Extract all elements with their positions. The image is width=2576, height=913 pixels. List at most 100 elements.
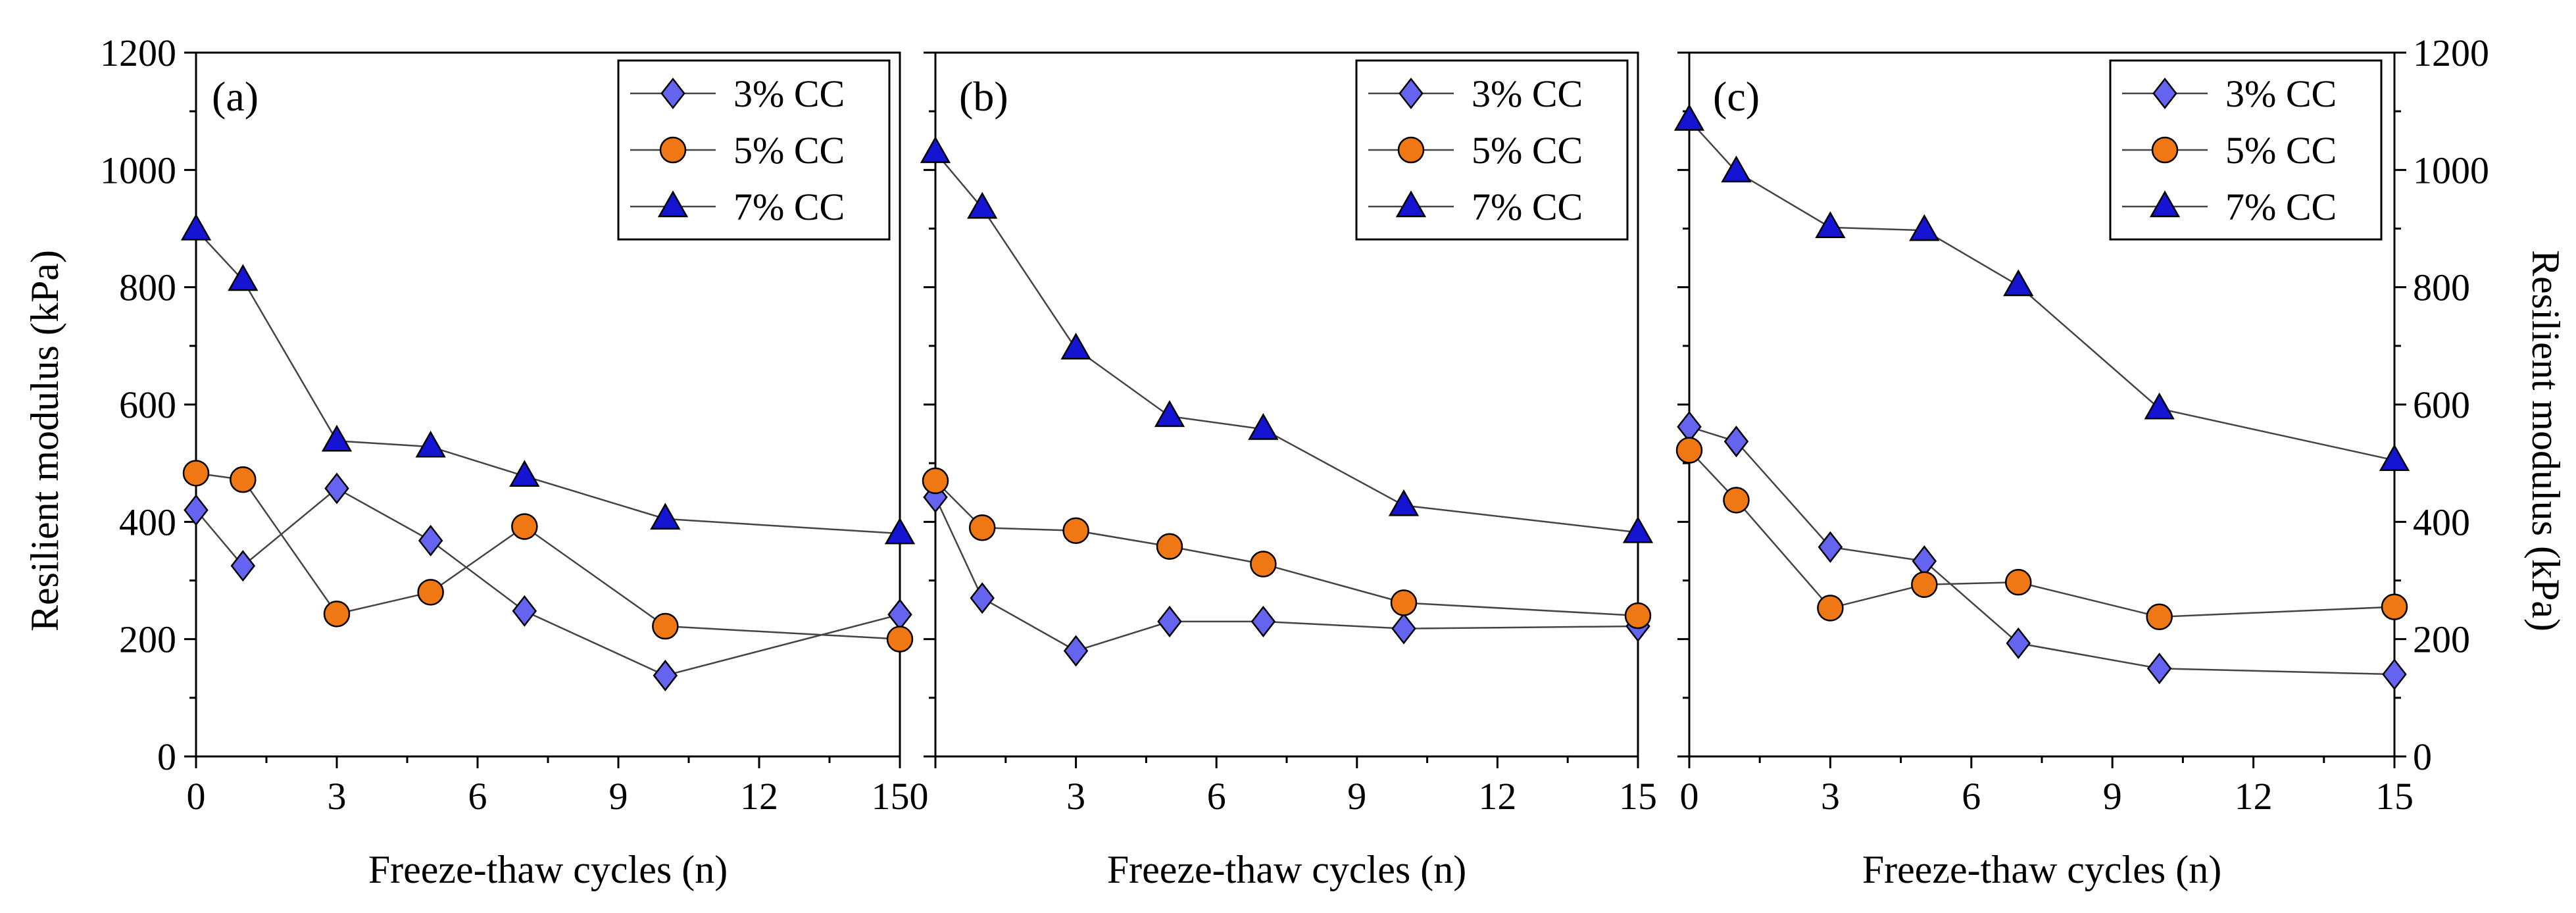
x-tick-label-a-15: 150 — [872, 775, 929, 818]
y-axis-title-right: Resilient modulus (kPa) — [2524, 250, 2567, 631]
legend-label-b-2: 5% CC — [1472, 129, 1583, 172]
data-point-b-circle-0 — [922, 467, 949, 495]
data-point-a-diamond-0 — [184, 494, 209, 526]
data-point-a-diamond-3 — [324, 472, 349, 505]
data-point-c-triangle-7 — [2003, 269, 2034, 297]
y-tick-label-a-200: 200 — [119, 618, 176, 661]
data-point-c-circle-10 — [2146, 603, 2173, 631]
data-point-b-circle-1 — [968, 514, 996, 541]
data-point-b-diamond-5 — [1157, 605, 1182, 637]
x-axis-title-a: Freeze-thaw cycles (n) — [368, 848, 728, 891]
y-right-tick-label-c-400: 400 — [2413, 501, 2470, 543]
y-tick-label-a-1000: 1000 — [100, 149, 176, 191]
series-line-a-3 — [195, 229, 901, 535]
data-point-c-circle-7 — [2005, 568, 2032, 596]
data-point-c-triangle-3 — [1815, 211, 1846, 238]
panel-label-c: (c) — [1713, 73, 1760, 120]
legend-marker-c-diamond — [2152, 77, 2177, 110]
data-point-a-circle-3 — [323, 601, 351, 628]
legend-label-a-3: 7% CC — [733, 185, 845, 228]
panel-label-b: (b) — [959, 73, 1008, 120]
legend-marker-c-triangle — [2149, 190, 2181, 218]
data-point-b-circle-7 — [1250, 551, 1277, 578]
x-tick-label-a-9: 9 — [609, 775, 628, 818]
y-right-tick-label-c-600: 600 — [2413, 383, 2470, 426]
x-axis-title-c: Freeze-thaw cycles (n) — [1862, 848, 2221, 891]
series-line-b-2 — [935, 480, 1639, 617]
data-point-b-diamond-7 — [1251, 605, 1276, 637]
data-point-b-triangle-15 — [1622, 516, 1654, 543]
data-point-b-triangle-7 — [1248, 412, 1279, 440]
data-point-c-diamond-15 — [2382, 658, 2407, 691]
legend-marker-b-circle — [1397, 136, 1425, 164]
y-tick-label-a-800: 800 — [119, 266, 176, 309]
data-point-c-circle-1 — [1723, 487, 1750, 514]
panel-label-a: (a) — [212, 73, 259, 120]
data-point-c-circle-15 — [2381, 593, 2408, 620]
x-tick-label-c-0: 0 — [1680, 775, 1699, 818]
data-point-a-triangle-1 — [228, 264, 259, 291]
y-right-tick-label-c-1200: 1200 — [2413, 32, 2489, 74]
data-point-b-triangle-10 — [1388, 489, 1420, 516]
data-point-a-diamond-7 — [512, 595, 537, 627]
data-point-a-circle-10 — [652, 612, 679, 640]
series-line-a-2 — [195, 472, 901, 640]
data-point-c-diamond-5 — [1912, 545, 1937, 578]
legend-label-a-1: 3% CC — [733, 72, 845, 115]
data-point-a-diamond-1 — [230, 550, 256, 582]
x-tick-label-a-3: 3 — [328, 775, 347, 818]
x-tick-label-a-12: 12 — [740, 775, 778, 818]
plot-area-b: 3 6 9 12 15 3% CC 5% CC 7% CC — [920, 51, 1657, 818]
panel-b: (b) Freeze-thaw cycles (n) — [959, 73, 1466, 891]
data-point-b-diamond-10 — [1391, 612, 1416, 645]
data-point-a-circle-1 — [230, 466, 257, 493]
data-point-a-diamond-15 — [887, 599, 912, 631]
data-point-a-diamond-10 — [653, 659, 678, 691]
x-tick-label-c-12: 12 — [2235, 775, 2273, 818]
data-point-c-diamond-0 — [1677, 410, 1702, 443]
data-point-c-triangle-1 — [1721, 155, 1752, 183]
series-line-c-2 — [1689, 449, 2395, 618]
x-tick-label-c-9: 9 — [2103, 775, 2122, 818]
legend-marker-a-circle — [659, 136, 687, 164]
data-point-a-triangle-15 — [884, 517, 916, 545]
data-point-c-diamond-10 — [2146, 653, 2172, 685]
data-point-b-circle-5 — [1156, 533, 1183, 560]
data-point-a-triangle-10 — [650, 503, 681, 530]
data-point-c-circle-3 — [1817, 595, 1844, 622]
x-tick-label-c-6: 6 — [1962, 775, 1981, 818]
x-tick-label-c-3: 3 — [1821, 775, 1840, 818]
data-point-a-circle-5 — [417, 579, 444, 606]
data-point-b-circle-3 — [1062, 517, 1089, 544]
series-line-a-1 — [195, 487, 901, 677]
data-point-a-circle-7 — [511, 513, 538, 540]
data-point-b-circle-10 — [1390, 589, 1418, 616]
y-tick-label-a-1200: 1200 — [100, 32, 176, 74]
data-point-b-triangle-3 — [1060, 332, 1091, 360]
legend-marker-c-circle — [2151, 136, 2179, 164]
legend-marker-b-diamond — [1399, 77, 1424, 110]
x-tick-label-a-0: 0 — [187, 775, 206, 818]
data-point-a-triangle-0 — [180, 213, 212, 241]
data-point-c-circle-0 — [1675, 437, 1703, 464]
y-right-tick-label-c-800: 800 — [2413, 266, 2470, 309]
data-point-c-triangle-15 — [2379, 444, 2410, 471]
x-tick-label-b-12: 12 — [1478, 775, 1516, 818]
legend-label-c-2: 5% CC — [2225, 129, 2337, 172]
series-line-c-1 — [1689, 426, 2395, 676]
data-point-b-diamond-1 — [970, 582, 995, 614]
legend-label-b-1: 3% CC — [1472, 72, 1583, 115]
legend-a: 3% CC 5% CC 7% CC — [617, 59, 891, 241]
y-right-tick-label-c-0: 0 — [2413, 735, 2432, 778]
data-point-c-diamond-3 — [1818, 531, 1843, 563]
legend-b: 3% CC 5% CC 7% CC — [1355, 59, 1629, 241]
data-point-a-circle-0 — [182, 460, 210, 487]
legend-marker-a-diamond — [660, 77, 685, 110]
data-point-b-diamond-0 — [923, 481, 948, 513]
panel-a: (a) Freeze-thaw cycles (n) — [212, 73, 728, 891]
data-point-b-triangle-1 — [967, 191, 998, 219]
data-point-a-triangle-5 — [415, 430, 446, 458]
data-point-a-diamond-5 — [418, 524, 443, 556]
x-tick-label-b-9: 9 — [1347, 775, 1366, 818]
